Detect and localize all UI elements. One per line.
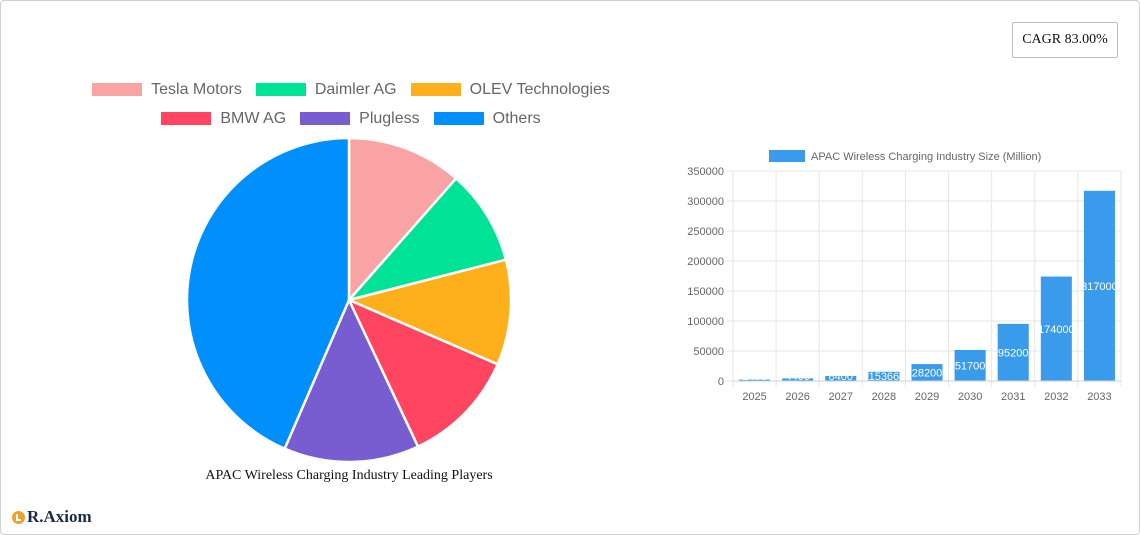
x-tick-label: 2030 bbox=[958, 391, 982, 403]
legend-row: Tesla Motors Daimler AG OLEV Technologie… bbox=[61, 75, 641, 104]
data-label: 95200 bbox=[998, 347, 1029, 359]
legend-item-bmw-ag[interactable]: BMW AG bbox=[161, 110, 286, 128]
legend-label: Daimler AG bbox=[314, 80, 397, 98]
bar-2033[interactable] bbox=[1083, 190, 1115, 381]
pie-slice-others[interactable] bbox=[185, 136, 351, 451]
pie-slice-tesla-motors[interactable] bbox=[347, 136, 458, 304]
brand-name: R.Axiom bbox=[27, 507, 92, 526]
legend-swatch bbox=[410, 83, 461, 96]
legend-item-daimler-ag[interactable]: Daimler AG bbox=[255, 80, 397, 99]
bar-2030[interactable] bbox=[954, 349, 986, 381]
data-label: 51700 bbox=[955, 360, 986, 372]
x-tick-label: 2032 bbox=[1044, 391, 1068, 403]
x-tick-label: 2027 bbox=[829, 391, 853, 403]
legend-swatch bbox=[433, 112, 484, 125]
chart-logo-icon bbox=[12, 510, 25, 524]
x-tick-label: 2031 bbox=[1001, 391, 1025, 403]
legend-item-plugless[interactable]: Plugless bbox=[300, 109, 420, 128]
bar-legend-label: APAC Wireless Charging Industry Size (Mi… bbox=[811, 151, 1041, 163]
bar-2027[interactable] bbox=[825, 375, 857, 381]
bar-2026[interactable] bbox=[782, 378, 814, 381]
legend-label: Plugless bbox=[359, 109, 420, 127]
data-label: 8400 bbox=[829, 371, 853, 383]
x-tick-label: 2026 bbox=[785, 391, 809, 403]
y-tick-label: 350000 bbox=[687, 166, 724, 178]
y-tick-label: 0 bbox=[718, 376, 724, 388]
x-tick-label: 2025 bbox=[742, 391, 766, 403]
legend-item-olev-technologies[interactable]: OLEV Technologies bbox=[410, 80, 610, 99]
x-tick-label: 2028 bbox=[872, 391, 896, 403]
legend-row: BMW AG Plugless Others bbox=[61, 104, 641, 133]
legend-swatch bbox=[161, 112, 212, 125]
data-label: 4400 bbox=[785, 371, 809, 383]
y-tick-label: 200000 bbox=[687, 256, 724, 268]
bar-2028[interactable] bbox=[868, 371, 900, 381]
legend-label: Tesla Motors bbox=[151, 80, 242, 98]
bar-2032[interactable] bbox=[1040, 276, 1072, 381]
brand-logo: R.Axiom bbox=[12, 507, 92, 527]
legend-swatch bbox=[300, 112, 351, 125]
y-tick-label: 50000 bbox=[693, 346, 724, 358]
bar-2031[interactable] bbox=[997, 323, 1029, 381]
bar-2029[interactable] bbox=[911, 364, 943, 381]
legend-label: Others bbox=[492, 109, 541, 127]
y-tick-label: 150000 bbox=[687, 286, 724, 298]
data-label: 317000 bbox=[1081, 281, 1118, 293]
y-tick-label: 100000 bbox=[687, 316, 724, 328]
legend-label: OLEV Technologies bbox=[469, 80, 610, 98]
pie-slice-olev-technologies[interactable] bbox=[345, 258, 513, 366]
pie-slice-bmw-ag[interactable] bbox=[346, 297, 500, 449]
x-tick-label: 2029 bbox=[915, 391, 939, 403]
legend-swatch bbox=[255, 83, 306, 96]
legend-swatch bbox=[92, 83, 143, 96]
pie-legend: Tesla Motors Daimler AG OLEV Technologie… bbox=[61, 75, 641, 133]
legend-item-others[interactable]: Others bbox=[433, 109, 541, 128]
data-label: 2400 bbox=[742, 371, 766, 383]
y-tick-label: 250000 bbox=[687, 226, 724, 238]
pie-chart bbox=[185, 136, 513, 464]
pie-slice-plugless[interactable] bbox=[283, 296, 420, 464]
x-tick-label: 2033 bbox=[1087, 391, 1111, 403]
bar-2025[interactable] bbox=[739, 379, 771, 381]
legend-label: BMW AG bbox=[220, 109, 287, 127]
bar-legend-swatch bbox=[769, 150, 805, 162]
legend-item-tesla-motors[interactable]: Tesla Motors bbox=[92, 81, 242, 99]
data-label: 174000 bbox=[1038, 324, 1075, 336]
data-label: 15366 bbox=[869, 371, 900, 383]
y-tick-label: 300000 bbox=[687, 196, 724, 208]
data-label: 28200 bbox=[912, 368, 943, 380]
bar-chart: APAC Wireless Charging Industry Size (Mi… bbox=[687, 150, 1122, 403]
cagr-badge: CAGR 83.00% bbox=[1012, 22, 1118, 58]
pie-chart-title: APAC Wireless Charging Industry Leading … bbox=[205, 468, 493, 483]
